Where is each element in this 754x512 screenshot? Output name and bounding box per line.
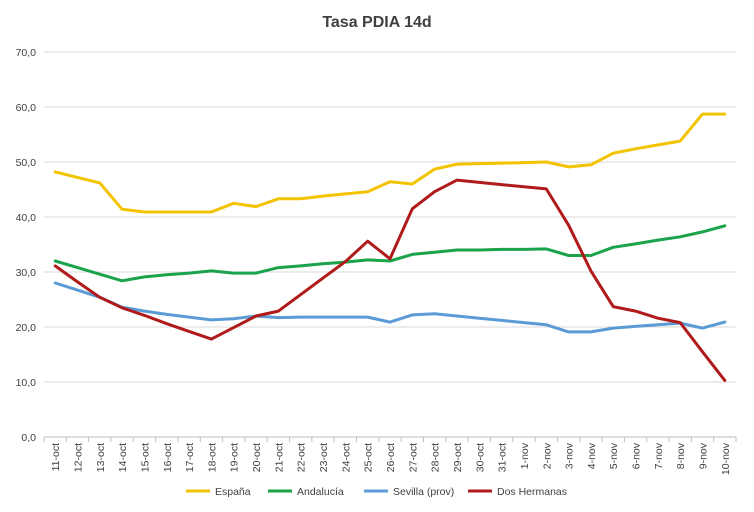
- legend-label: Sevilla (prov): [393, 486, 454, 498]
- x-tick-label: 23-oct: [318, 443, 330, 472]
- x-tick-label: 12-oct: [72, 443, 84, 472]
- y-tick-label: 70,0: [16, 47, 37, 59]
- legend-label: Dos Hermanas: [497, 486, 567, 498]
- x-tick-label: 29-oct: [452, 443, 464, 472]
- series-line-1: [53, 224, 727, 283]
- x-tick-label: 4-nov: [586, 442, 598, 469]
- y-tick-label: 60,0: [16, 102, 37, 114]
- x-tick-label: 7-nov: [653, 442, 665, 469]
- y-tick-label: 50,0: [16, 157, 37, 169]
- series-line-3: [53, 178, 727, 382]
- x-tick-label: 22-oct: [296, 443, 308, 472]
- x-tick-label: 14-oct: [117, 443, 129, 472]
- gridlines: [44, 51, 736, 438]
- legend-label: Andalucía: [297, 486, 344, 498]
- legend: España Andalucía Sevilla (prov) Dos Hermana…: [186, 486, 567, 498]
- y-tick-label: 0,0: [21, 432, 36, 444]
- x-tick-label: 18-oct: [206, 443, 218, 472]
- x-tick-label: 16-oct: [162, 443, 174, 472]
- x-axis-ticks: 11-oct 12-oct 13-oct 14-oct 15-oct 16-oct 17-o…: [43, 437, 737, 475]
- x-tick-label: 31-oct: [497, 443, 509, 472]
- y-tick-label: 30,0: [16, 267, 37, 279]
- x-tick-label: 30-oct: [474, 443, 486, 472]
- x-tick-label: 15-oct: [139, 443, 151, 472]
- x-tick-label: 28-oct: [430, 443, 442, 472]
- chart-title: Tasa PDIA 14d: [322, 14, 431, 31]
- y-axis-ticks: 0,0 10,0 20,0 30,0 40,0 50,0 60,0 70,0: [16, 47, 37, 444]
- x-tick-label: 11-oct: [50, 443, 62, 471]
- x-tick-label: 27-oct: [407, 443, 419, 472]
- x-tick-label: 24-oct: [340, 443, 352, 472]
- x-tick-label: 6-nov: [631, 442, 643, 469]
- x-tick-label: 17-oct: [184, 443, 196, 472]
- y-tick-label: 20,0: [16, 322, 37, 334]
- series-line-0: [53, 112, 727, 214]
- series-line-2: [53, 281, 727, 334]
- x-tick-label: 21-oct: [273, 443, 285, 472]
- x-tick-label: 3-nov: [564, 442, 576, 469]
- x-tick-label: 10-nov: [720, 442, 732, 475]
- y-tick-label: 10,0: [16, 377, 37, 389]
- x-tick-label: 26-oct: [385, 443, 397, 472]
- x-tick-label: 19-oct: [229, 443, 241, 472]
- x-tick-label: 1-nov: [519, 442, 531, 469]
- x-tick-label: 13-oct: [95, 443, 107, 472]
- legend-label: España: [215, 486, 251, 498]
- series-lines: [53, 112, 727, 382]
- x-tick-label: 9-nov: [698, 442, 710, 469]
- x-tick-label: 5-nov: [608, 442, 620, 469]
- y-tick-label: 40,0: [16, 212, 37, 224]
- x-tick-label: 20-oct: [251, 443, 263, 472]
- x-tick-label: 8-nov: [675, 442, 687, 469]
- x-tick-label: 25-oct: [363, 443, 375, 472]
- x-tick-label: 2-nov: [541, 442, 553, 469]
